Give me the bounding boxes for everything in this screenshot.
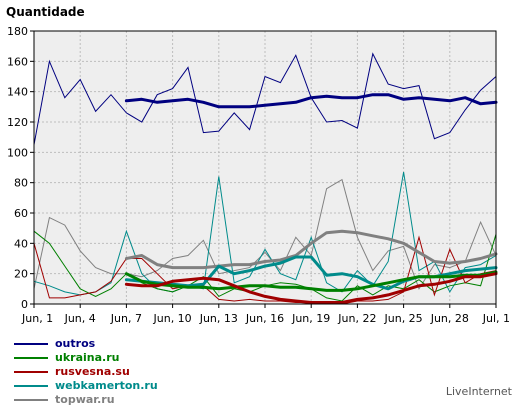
series-trend-rusvesna-su xyxy=(124,272,498,304)
legend-swatch xyxy=(14,343,48,345)
legend-swatch xyxy=(14,399,48,401)
y-tick-label: 40 xyxy=(14,237,28,250)
x-tick-label: Jun, 16 xyxy=(245,312,284,325)
legend-label: webkamerton.ru xyxy=(55,379,158,392)
y-tick-label: 140 xyxy=(7,86,28,99)
x-ticks: Jun, 1 Jun, 4 Jun, 7 Jun, 10 Jun, 13 Jun, 16 J… xyxy=(21,304,510,325)
x-tick-label: Jun, 28 xyxy=(430,312,469,325)
series-line-outros xyxy=(33,52,497,145)
legend-swatch xyxy=(14,385,48,387)
y-tick-label: 120 xyxy=(7,116,28,129)
liveinternet-credit: LiveInternet xyxy=(445,385,512,398)
legend-swatch xyxy=(14,357,48,359)
series-layer xyxy=(33,52,498,305)
x-tick-label: Jun, 22 xyxy=(337,312,376,325)
x-tick-label: Jun, 4 xyxy=(64,312,96,325)
series-trend-outros xyxy=(124,93,498,109)
x-tick-label: Jun, 13 xyxy=(199,312,238,325)
y-tick-label: 160 xyxy=(7,55,28,68)
y-tick-label: 60 xyxy=(14,207,28,220)
legend-label: topwar.ru xyxy=(55,393,115,406)
series-trend-topwar-ru xyxy=(124,229,498,270)
y-tick-label: 180 xyxy=(7,25,28,38)
legend-label: outros xyxy=(55,337,96,350)
series-line-topwar-ru xyxy=(33,178,497,290)
legend-label: ukraina.ru xyxy=(55,351,120,364)
y-ticks: 0 20 40 60 80 100 120 140 160 180 xyxy=(7,25,34,311)
x-tick-label: Jun, 25 xyxy=(384,312,423,325)
x-tick-label: Jun, 1 xyxy=(21,312,53,325)
series-line-rusvesna-su xyxy=(33,235,497,305)
y-tick-label: 80 xyxy=(14,177,28,190)
legend-swatch xyxy=(14,371,48,373)
y-tick-label: 20 xyxy=(14,268,28,281)
x-tick-label: Jul, 1 xyxy=(482,312,510,325)
series-trend-ukraina-ru xyxy=(124,270,498,292)
y-axis-label: Quantidade xyxy=(6,5,85,19)
x-tick-label: Jun, 7 xyxy=(110,312,142,325)
series-line-webkamerton-ru xyxy=(33,172,497,296)
legend-label: rusvesna.su xyxy=(55,365,130,378)
x-tick-label: Jun, 10 xyxy=(153,312,192,325)
chart-svg: Quantidade 0 20 40 60 80 100 120 140 160 180 Jun,… xyxy=(6,5,510,325)
y-tick-label: 0 xyxy=(21,298,28,311)
y-tick-label: 100 xyxy=(7,146,28,159)
x-tick-label: Jun, 19 xyxy=(291,312,330,325)
